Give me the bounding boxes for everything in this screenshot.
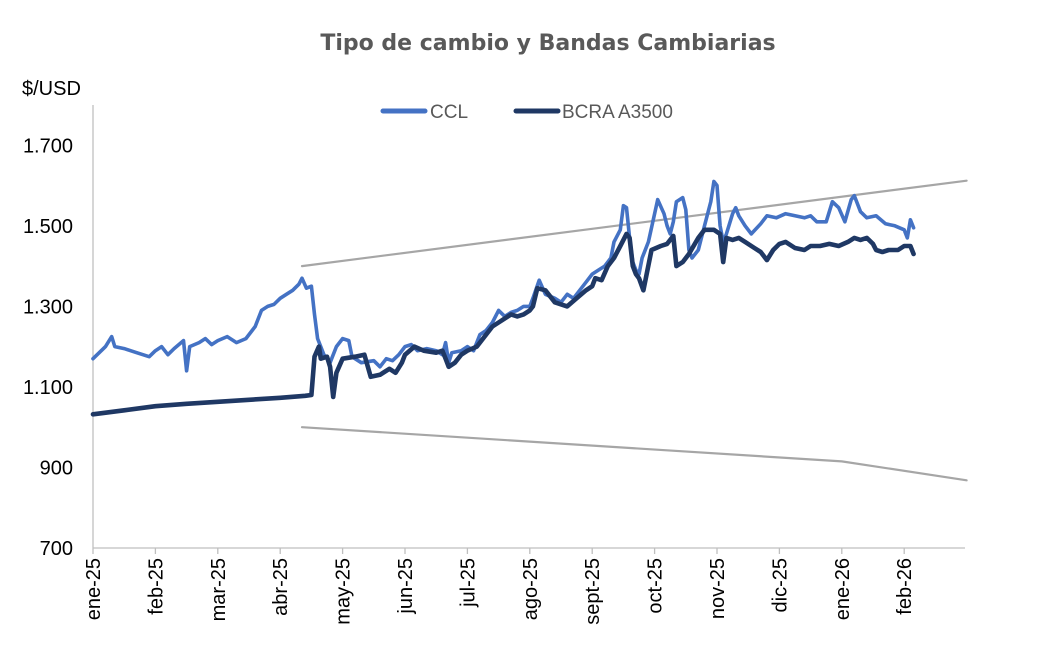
x-tick-label: oct-25	[645, 558, 667, 614]
series-layer	[90, 179, 968, 482]
y-tick-label: 900	[40, 457, 73, 479]
x-tick-label: ene-26	[832, 558, 854, 620]
x-tick-label: jul-25	[457, 558, 479, 608]
x-tick-label: may-25	[333, 558, 355, 625]
x-tick-label: feb-25	[145, 558, 167, 615]
x-tick-label: ene-25	[83, 558, 105, 620]
legend-label-ccl: CCL	[430, 102, 468, 123]
series-line-banda-inferior	[300, 426, 968, 482]
y-tick-label: 1.100	[23, 377, 73, 399]
x-axis-ticks: ene-25 feb-25 mar-25 abr-25 may-25 jun-25 jul-…	[83, 548, 916, 625]
y-tick-label: 1.500	[23, 216, 73, 238]
y-tick-label: 700	[40, 538, 73, 560]
legend-label-bcra-a3500: BCRA A3500	[562, 102, 673, 123]
legend: CCL BCRA A3500	[380, 102, 673, 123]
y-axis-label: $/USD	[22, 78, 81, 100]
axes	[92, 105, 965, 549]
y-tick-label: 1.700	[23, 135, 73, 157]
x-tick-label: sept-25	[582, 558, 604, 625]
y-axis-ticks: 700 900 1.100 1.300 1.500 1.700	[23, 135, 73, 560]
x-tick-label: jun-25	[395, 558, 417, 615]
x-tick-label: dic-25	[769, 558, 791, 612]
series-line-bcra-a3500	[90, 227, 916, 417]
x-tick-label: abr-25	[270, 558, 292, 616]
chart-title: Tipo de cambio y Bandas Cambiarias	[320, 31, 775, 56]
x-tick-label: feb-26	[894, 558, 916, 615]
x-tick-label: nov-25	[707, 558, 729, 619]
y-tick-label: 1.300	[23, 296, 73, 318]
x-tick-label: ago-25	[520, 558, 542, 620]
x-tick-label: mar-25	[208, 558, 230, 621]
series-line-banda-superior	[300, 179, 968, 268]
series-line-ccl	[91, 179, 916, 373]
